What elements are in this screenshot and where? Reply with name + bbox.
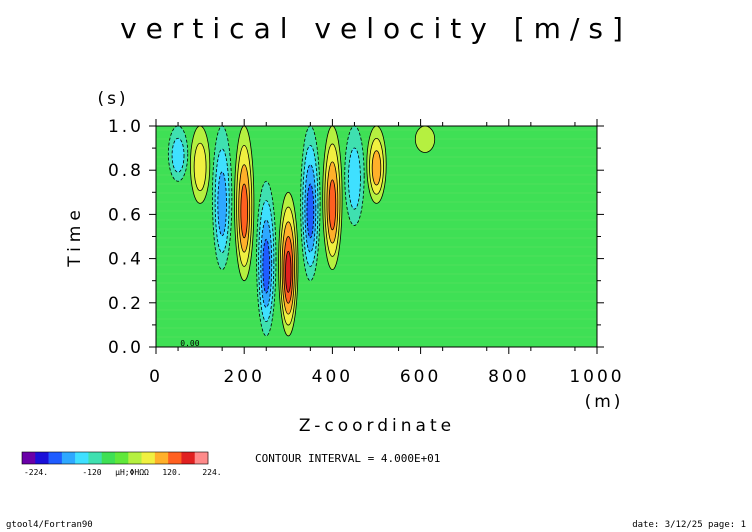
contour-cell xyxy=(171,137,185,173)
x-tick-label: 800 xyxy=(488,367,529,387)
colorbar-swatch xyxy=(88,452,103,464)
colorbar-label: μH;ΦHΩΩ xyxy=(115,468,149,477)
contour-cell xyxy=(217,171,227,237)
y-axis-label: Time xyxy=(65,205,85,268)
chart-title: vertical velocity [m/s] xyxy=(120,12,632,45)
contour-cell xyxy=(328,179,337,231)
x-tick-label: 600 xyxy=(400,367,441,387)
contour-cell xyxy=(306,183,315,239)
y-tick-label: 0.6 xyxy=(108,205,144,225)
colorbar-label: 224. xyxy=(202,468,221,477)
colorbar-swatch xyxy=(141,452,156,464)
y-tick-label: 0.4 xyxy=(108,250,144,270)
contour-cell xyxy=(371,150,382,186)
colorbar-swatch xyxy=(154,452,169,464)
colorbar-swatch xyxy=(115,452,129,464)
contour-cell xyxy=(285,250,292,293)
colorbar-label: 120. xyxy=(162,468,181,477)
contour-cell xyxy=(348,147,361,210)
colorbar-swatch xyxy=(61,452,76,464)
y-tick-label: 1.0 xyxy=(108,117,144,137)
y-tick-label: 0.8 xyxy=(108,161,144,181)
x-tick-label: 400 xyxy=(312,367,353,387)
colorbar-label: -224. xyxy=(24,468,48,477)
contour-cell xyxy=(262,238,271,294)
contour-cell xyxy=(240,183,248,239)
y-tick-label: 0.2 xyxy=(108,294,144,314)
colorbar-frame xyxy=(21,451,209,465)
colorbar-swatch xyxy=(48,452,63,464)
axes: 0 200 400 600 800 1000 0.0 0.2 0.4 0.6 0.8 1.0 xyxy=(108,117,624,387)
contour-interval: CONTOUR INTERVAL = 4.000E+01 xyxy=(255,452,440,465)
colorbar-swatch xyxy=(128,452,142,464)
contour-label-zero: 0.00 xyxy=(180,339,199,348)
footer-right: date: 3/12/25 page: 1 xyxy=(632,520,746,530)
contour-cell xyxy=(193,142,207,192)
y-axis-unit: (s) xyxy=(97,89,128,109)
contour-cell xyxy=(414,125,436,153)
x-tick-label: 200 xyxy=(223,367,264,387)
colorbar-swatch xyxy=(35,452,49,464)
y-tick-label: 0.0 xyxy=(108,338,144,358)
x-axis-label: Z-coordinate xyxy=(299,416,455,436)
colorbar-swatch xyxy=(22,452,36,464)
colorbar-label: -120 xyxy=(82,468,101,477)
colorbar-swatch xyxy=(194,452,209,464)
colorbar-swatch xyxy=(181,452,196,464)
x-tick-label: 1000 xyxy=(569,367,624,387)
plot-area: 0.00 xyxy=(155,125,598,348)
x-axis-unit: (m) xyxy=(585,392,624,412)
footer-left: gtool4/Fortran90 xyxy=(6,520,93,530)
colorbar: -224. -120 μH;ΦHΩΩ 120. 224. xyxy=(21,451,222,477)
colorbar-swatch xyxy=(101,452,116,464)
colorbar-swatch xyxy=(168,452,182,464)
colorbar-swatch xyxy=(75,452,89,464)
x-tick-label: 0 xyxy=(149,367,163,387)
